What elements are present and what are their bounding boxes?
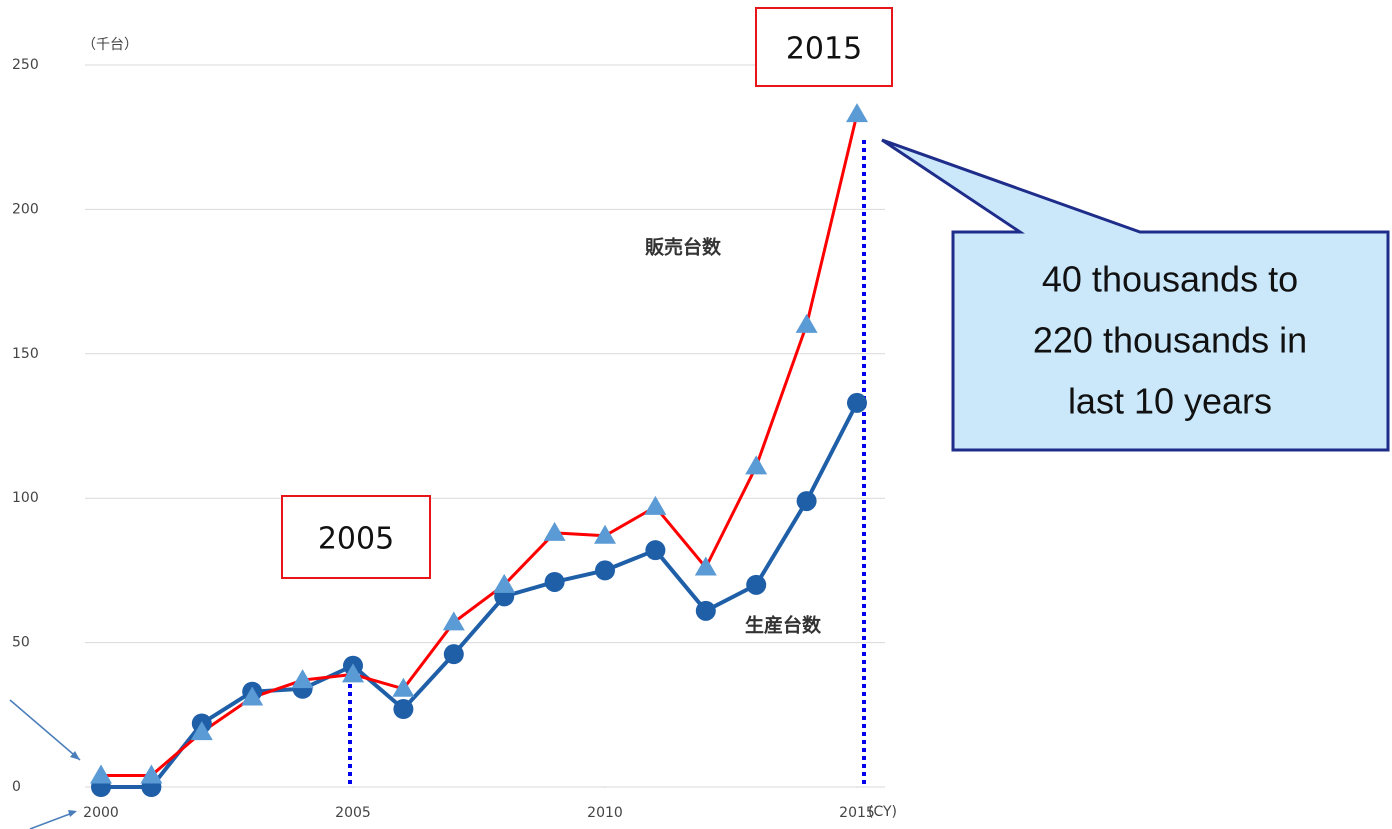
- point: [190, 721, 213, 741]
- y-tick-label: 150: [12, 346, 39, 362]
- series-line: [101, 113, 859, 777]
- y-unit: （千台）: [82, 37, 138, 53]
- point: [241, 686, 264, 706]
- point: [695, 600, 716, 621]
- point: [442, 611, 465, 631]
- annotation: 2005: [318, 522, 394, 557]
- y-tick-label: 250: [12, 57, 39, 73]
- x-tick-label: 2005: [335, 805, 371, 821]
- series-label: 販売台数: [645, 236, 722, 259]
- plot: [90, 103, 868, 797]
- point: [544, 571, 565, 592]
- point: [291, 669, 314, 689]
- series-label: 生産台数: [745, 614, 822, 637]
- annotation-box: [755, 7, 893, 87]
- point: [443, 644, 464, 665]
- callout-text: 220 thousands in: [1033, 320, 1307, 361]
- annotation-box: [281, 495, 431, 579]
- point: [846, 103, 868, 123]
- y-tick-label: 200: [12, 201, 39, 217]
- y-tick-label: 50: [12, 635, 30, 651]
- point: [392, 677, 415, 697]
- x-tick-label: 2010: [587, 805, 623, 821]
- arrow: [29, 811, 76, 829]
- point: [746, 574, 767, 595]
- point: [796, 491, 817, 512]
- arrow-head: [70, 751, 80, 760]
- annotation: 2015: [786, 32, 862, 67]
- arrow-head: [68, 810, 77, 817]
- callout-text: last 10 years: [1068, 381, 1272, 422]
- x-tick-label: 2015: [839, 805, 875, 821]
- callout-box: [881, 138, 1390, 452]
- y-tick-label: 100: [12, 490, 39, 506]
- point: [795, 313, 818, 333]
- y-tick-label: 0: [12, 779, 21, 795]
- point: [847, 392, 867, 413]
- callout-text: 40 thousands to: [1042, 259, 1298, 300]
- point: [493, 573, 516, 593]
- point: [645, 540, 666, 561]
- series-line: [101, 401, 859, 789]
- point: [745, 455, 768, 475]
- point: [393, 699, 414, 720]
- point: [543, 521, 566, 541]
- point: [342, 663, 364, 683]
- point: [644, 495, 667, 515]
- arrow: [9, 699, 81, 761]
- point: [694, 556, 717, 576]
- point: [140, 764, 163, 784]
- point: [594, 524, 616, 544]
- point: [595, 560, 615, 581]
- x-unit: (CY): [868, 804, 897, 820]
- x-tick-label: 2000: [83, 805, 119, 821]
- grid: 0 50 100 150 200 250 2000 2005 2010 2015: [12, 57, 885, 821]
- point: [90, 764, 112, 784]
